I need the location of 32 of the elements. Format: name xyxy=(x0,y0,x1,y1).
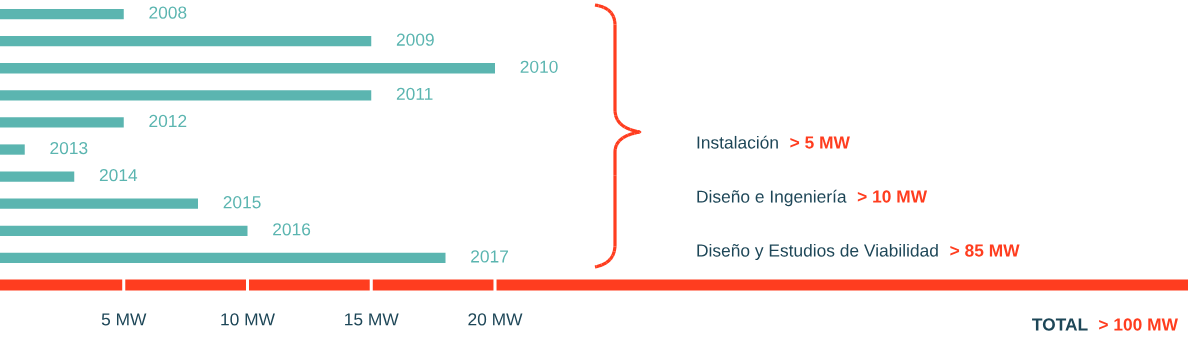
bar xyxy=(0,225,248,236)
x-tick-label: 5 MW xyxy=(101,313,147,326)
y-tick-label: 2017 xyxy=(471,250,508,263)
y-tick-label: 2009 xyxy=(396,33,434,46)
x-tick-label: 15 MW xyxy=(345,313,399,326)
bar xyxy=(0,252,446,264)
y-tick-label: 2014 xyxy=(99,169,138,182)
x-tick-label: 10 MW xyxy=(221,313,275,326)
bar xyxy=(0,144,25,155)
bar xyxy=(0,8,124,20)
annotation: Diseño y Estudios de Viabilidad xyxy=(697,243,938,261)
bar xyxy=(0,171,75,182)
bar xyxy=(0,117,124,128)
annotation: > 5 MW xyxy=(790,136,850,149)
bar xyxy=(0,90,372,101)
annotation: > 10 MW xyxy=(857,190,928,203)
bar xyxy=(0,63,495,74)
y-tick-label: 2011 xyxy=(396,87,433,101)
annotation: > 85 MW xyxy=(950,244,1020,257)
annotation: Instalación xyxy=(697,135,778,149)
y-tick-label: 2015 xyxy=(223,196,261,209)
y-tick-label: 2012 xyxy=(149,114,187,128)
text: TOTAL xyxy=(1032,318,1088,331)
y-tick-label: 2013 xyxy=(50,141,88,155)
y-tick-label: 2010 xyxy=(520,60,558,73)
y-tick-label: 2008 xyxy=(149,6,187,19)
y-tick-label: 2016 xyxy=(273,223,311,236)
bar xyxy=(0,198,198,209)
bar xyxy=(0,36,372,47)
annotation: Diseño e Ingeniería xyxy=(697,189,847,207)
text: > 100 MW xyxy=(1099,318,1178,331)
x-tick-label: 20 MW xyxy=(468,313,523,326)
